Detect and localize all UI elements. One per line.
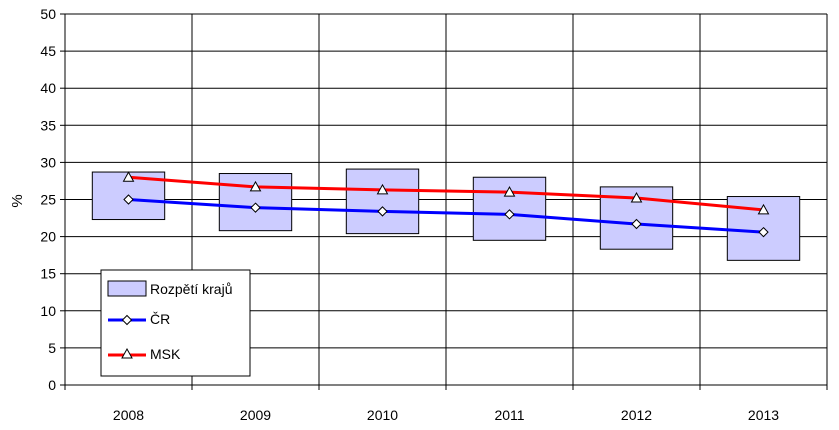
- y-tick-label: 50: [40, 6, 56, 22]
- diamond-marker: [123, 194, 134, 205]
- triangle-marker: [122, 171, 135, 182]
- y-tick-label: 45: [40, 43, 56, 59]
- y-tick-label: 40: [40, 80, 56, 96]
- legend-label-cr: ČR: [150, 311, 170, 327]
- range-box: [345, 168, 420, 235]
- y-tick-label: 15: [40, 266, 56, 282]
- triangle-marker: [757, 203, 770, 215]
- y-tick-label: 35: [40, 117, 56, 133]
- x-tick-label: 2013: [748, 407, 779, 423]
- triangle-marker: [376, 183, 389, 195]
- y-tick-label: 30: [40, 154, 56, 170]
- legend-label-msk: MSK: [150, 346, 181, 362]
- y-tick-label: 10: [40, 303, 56, 319]
- x-tick-label: 2011: [494, 407, 524, 423]
- x-tick-label: 2008: [113, 407, 144, 423]
- legend: Rozpětí krajů ČR MSK: [100, 269, 251, 377]
- x-tick-label: 2012: [621, 407, 652, 423]
- series-lines: [122, 171, 770, 238]
- triangle-marker: [121, 347, 133, 359]
- series-line: [128, 198, 764, 234]
- diamond-marker: [758, 226, 769, 238]
- y-tick-label: 5: [48, 340, 56, 356]
- triangle-marker: [249, 180, 262, 192]
- y-tick-label: 0: [48, 377, 56, 393]
- triangle-marker: [630, 191, 643, 203]
- diamond-marker: [504, 209, 515, 220]
- x-tick-label: 2010: [367, 407, 398, 423]
- y-tick-label: 20: [40, 229, 56, 245]
- legend-label-range: Rozpětí krajů: [150, 281, 232, 297]
- diamond-marker: [250, 202, 261, 213]
- series-line: [128, 175, 764, 212]
- y-axis-label: %: [9, 194, 26, 207]
- triangle-marker: [503, 186, 516, 197]
- diamond-marker: [631, 218, 642, 230]
- x-tick-label: 2009: [240, 407, 271, 423]
- legend-entry-msk: [108, 347, 146, 359]
- y-tick-label: 25: [40, 192, 56, 208]
- diamond-marker: [121, 314, 133, 326]
- legend-entry-cr: [108, 314, 146, 326]
- legend-range-swatch: [107, 280, 147, 297]
- diamond-marker: [377, 206, 388, 217]
- axes: 0 5 10 15 20 25 30 35 40 45 50 2008 2009 2010 2011 2012…: [40, 6, 828, 423]
